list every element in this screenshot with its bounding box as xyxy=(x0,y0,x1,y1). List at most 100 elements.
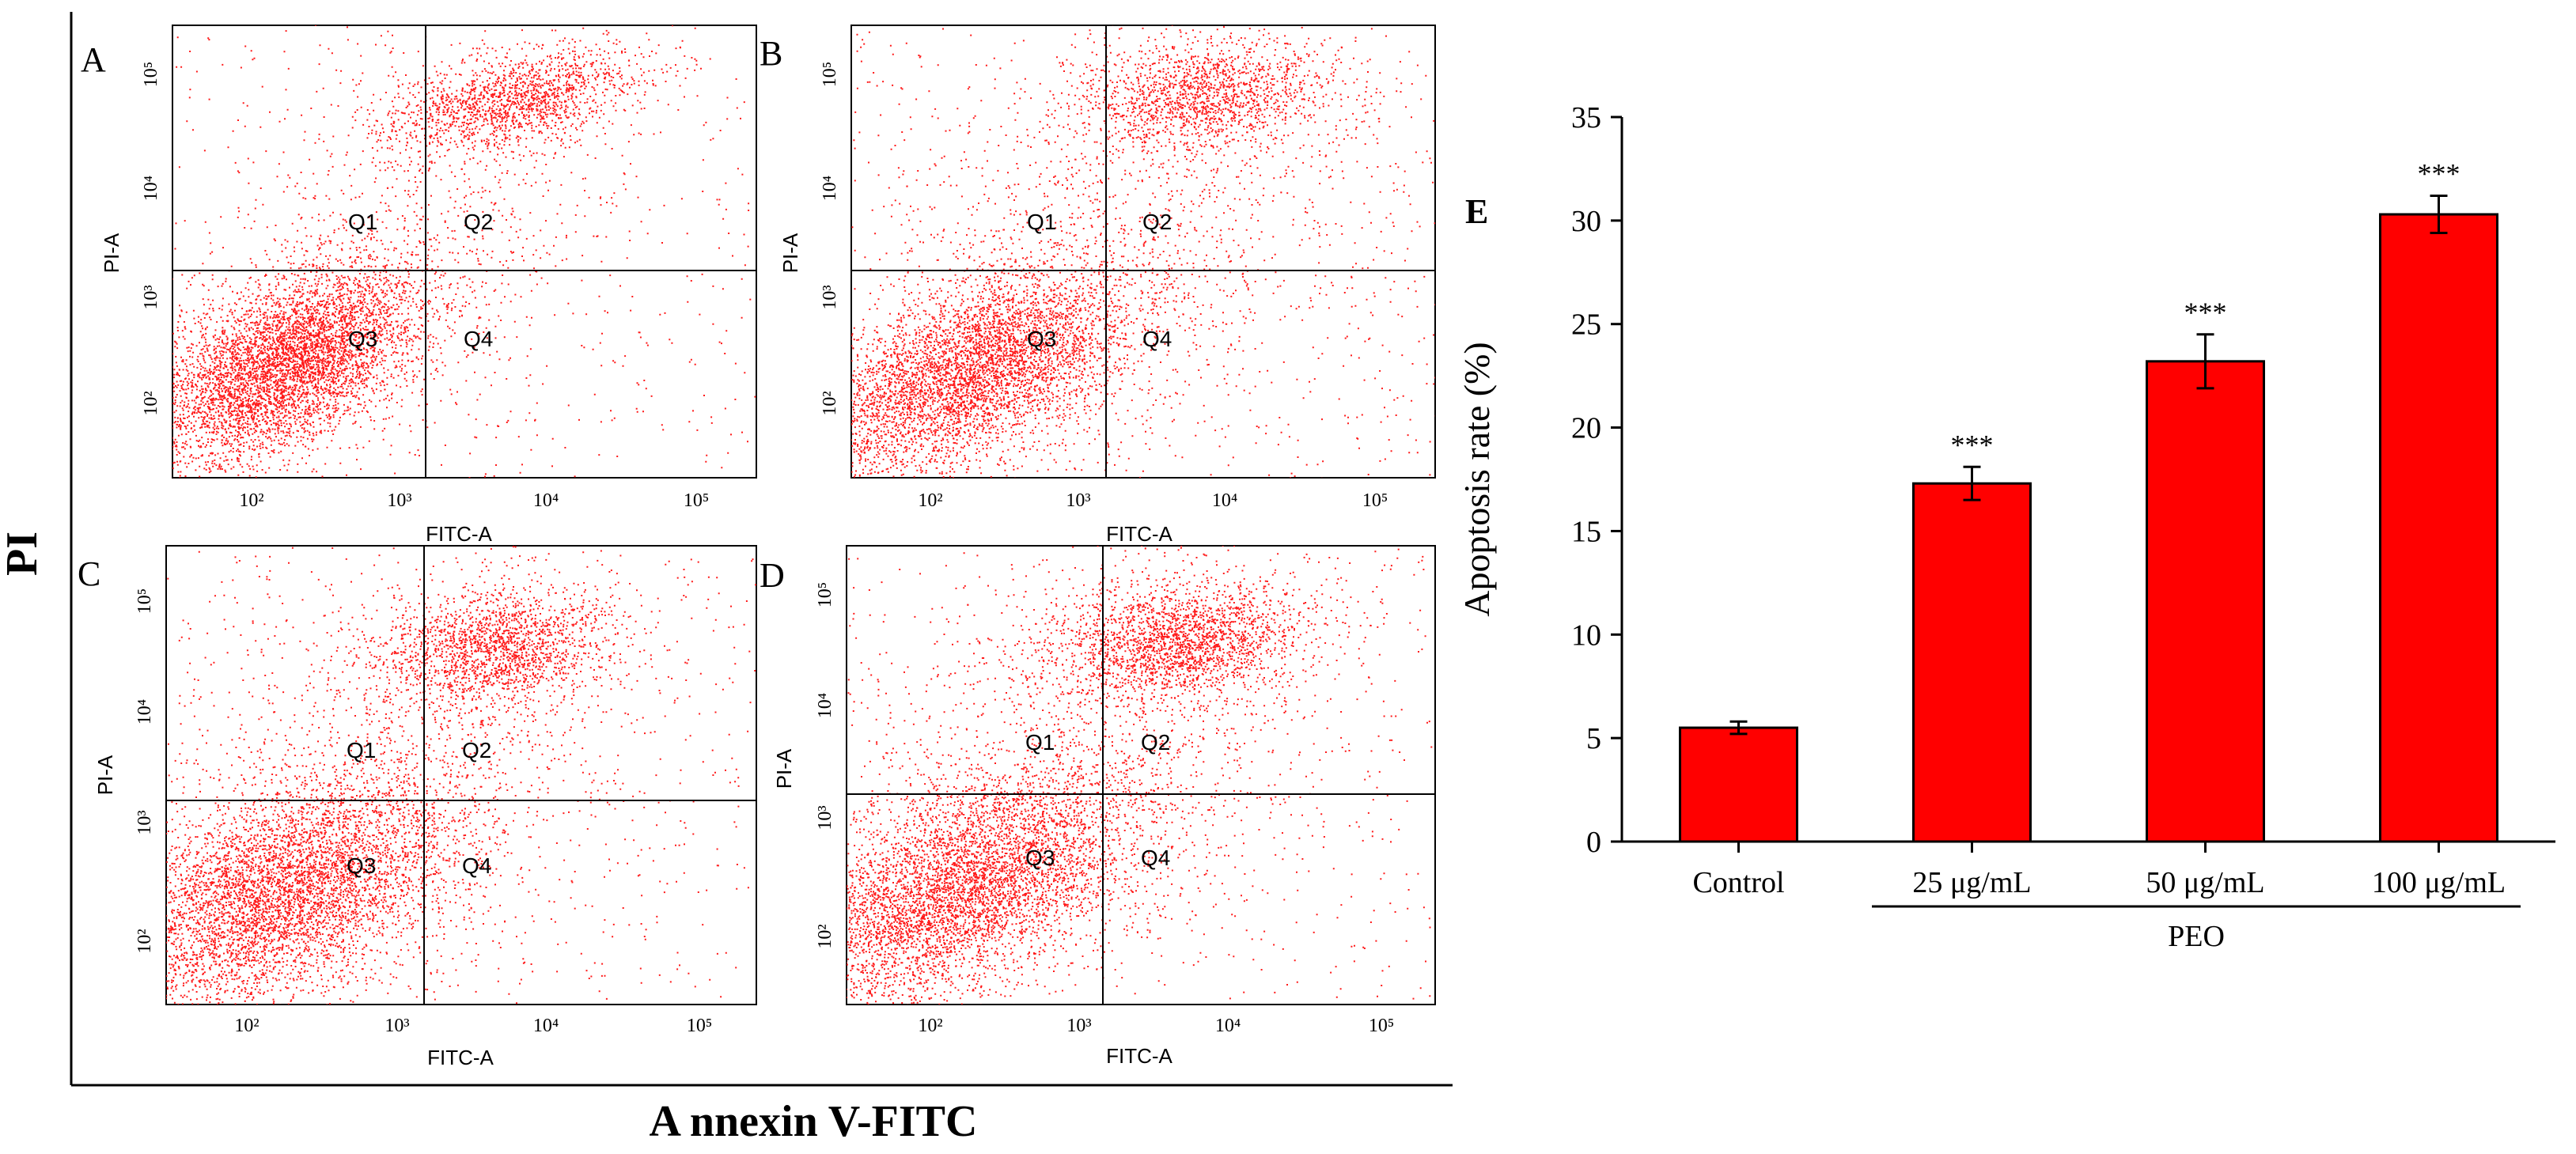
y-tick-label: 10³ xyxy=(820,285,840,309)
bar xyxy=(2146,360,2265,843)
x-tick-label: 10² xyxy=(918,490,942,511)
y-tick-label: 10³ xyxy=(815,805,835,830)
x-axis-label: FITC-A xyxy=(1106,1044,1172,1068)
flow-plot-frame xyxy=(172,25,757,479)
quadrant-label-q3: Q3 xyxy=(348,327,377,351)
quadrant-label-q3: Q3 xyxy=(347,853,376,878)
panel-letter: A xyxy=(81,40,106,79)
flow-panel-d: D Q1 Q2 Q3 Q4 FITC-A PI-A 10² 10³ 10⁴ 10… xyxy=(760,545,1436,1068)
y-axis-label: PI-A xyxy=(772,748,796,789)
y-tick-label: 0 xyxy=(1586,826,1601,859)
x-tick-label: 100 μg/mL xyxy=(2372,866,2506,899)
x-tick-label: 25 μg/mL xyxy=(1912,866,2031,899)
x-axis-label: FITC-A xyxy=(427,1046,494,1069)
quadrant-label-q1: Q1 xyxy=(347,738,376,762)
y-tick-label: 10⁴ xyxy=(141,176,161,201)
y-tick-label: 10² xyxy=(815,924,835,948)
y-axis-label: PI-A xyxy=(100,233,123,273)
y-axis-title: Apoptosis rate (%) xyxy=(1457,342,1497,616)
x-tick-label: 10⁵ xyxy=(1369,1016,1394,1036)
panel-letter: E xyxy=(1465,192,1488,231)
y-tick-label: 5 xyxy=(1586,722,1601,755)
error-bar xyxy=(2196,333,2214,390)
annexin-axis-label: A nnexin V-FITC xyxy=(650,1097,978,1146)
y-tick-label: 10⁵ xyxy=(815,582,835,607)
scatter-dots xyxy=(851,25,1435,478)
y-tick-label: 10⁴ xyxy=(820,176,840,201)
error-bar xyxy=(2430,194,2448,235)
quadrant-label-q1: Q1 xyxy=(1025,730,1055,755)
y-tick-label: 15 xyxy=(1571,515,1601,548)
x-tick-label: 10⁵ xyxy=(684,490,709,511)
x-tick-label: 10³ xyxy=(385,1016,409,1036)
panel-letter: C xyxy=(78,554,100,593)
quadrant-label-q2: Q2 xyxy=(1141,730,1170,755)
quadrant-label-q4: Q4 xyxy=(1141,846,1170,870)
quadrant-label-q4: Q4 xyxy=(1142,327,1172,351)
x-tick-label: 10³ xyxy=(387,490,411,511)
x-tick-label: 10² xyxy=(234,1016,259,1036)
y-axis-label: PI-A xyxy=(778,233,802,273)
event-cloud xyxy=(166,622,615,1005)
x-tick-label: 50 μg/mL xyxy=(2146,866,2264,899)
x-tick-label: 10⁴ xyxy=(1212,490,1237,511)
x-tick-label: 10⁴ xyxy=(533,1016,559,1036)
quadrant-label-q2: Q2 xyxy=(462,738,491,762)
error-bar xyxy=(1729,720,1748,736)
y-tick-label: 10³ xyxy=(141,285,161,309)
y-tick-label: 10² xyxy=(820,391,840,415)
error-bar xyxy=(1963,465,1981,501)
group-label: PEO xyxy=(2168,920,2225,953)
y-axis-label: PI-A xyxy=(93,755,117,795)
scatter-dots xyxy=(847,546,1433,1005)
x-tick-label: 10³ xyxy=(1066,490,1090,511)
bar xyxy=(1912,482,2032,843)
y-tick-label: 10⁵ xyxy=(134,588,155,614)
x-tick-label: 10⁴ xyxy=(1215,1016,1241,1036)
bar-chart: E Apoptosis rate (%) 0 5 10 15 20 25 30 35 *** *… xyxy=(1457,101,2555,953)
y-tick-label: 10⁵ xyxy=(141,62,161,87)
panel-letter: B xyxy=(760,34,782,73)
quadrant-label-q2: Q2 xyxy=(1142,210,1172,234)
y-tick-label: 10² xyxy=(141,391,161,415)
x-tick-label: 10⁵ xyxy=(1362,490,1388,511)
y-tick-label: 25 xyxy=(1571,308,1601,342)
quadrant-label-q3: Q3 xyxy=(1025,846,1055,870)
x-tick-label: 10⁴ xyxy=(533,490,559,511)
flow-panel-b: B Q1 Q2 Q3 Q4 FITC-A PI-A 10² 10³ 10⁴ 10… xyxy=(760,25,1436,546)
y-tick-label: 10⁵ xyxy=(820,62,840,87)
y-tick-label: 20 xyxy=(1571,412,1601,445)
scatter-dots xyxy=(166,546,756,1005)
y-tick-label: 35 xyxy=(1571,101,1601,134)
x-tick-label: 10² xyxy=(239,490,263,511)
quadrant-label-q1: Q1 xyxy=(1027,210,1056,234)
event-cloud xyxy=(851,25,1428,478)
significance-label: *** xyxy=(1951,429,1994,460)
quadrant-label-q2: Q2 xyxy=(464,210,493,234)
x-axis-label: FITC-A xyxy=(426,522,492,546)
y-tick-label: 10³ xyxy=(134,810,155,834)
flow-plot-frame xyxy=(850,25,1436,479)
y-tick-label: 10 xyxy=(1571,619,1601,652)
y-tick-label: 10⁴ xyxy=(134,699,155,725)
panel-letter: D xyxy=(760,556,785,595)
y-tick-label: 10⁴ xyxy=(815,693,835,718)
bar xyxy=(1679,726,1798,843)
quadrant-label-q3: Q3 xyxy=(1027,327,1056,351)
x-tick-label: Control xyxy=(1692,866,1784,899)
pi-axis-label: PI xyxy=(0,532,47,576)
x-tick-label: 10⁵ xyxy=(687,1016,712,1036)
flow-axes-frame xyxy=(70,12,1453,1087)
quadrant-label-q4: Q4 xyxy=(464,327,493,351)
significance-label: *** xyxy=(2418,157,2460,189)
quadrant-label-q4: Q4 xyxy=(462,853,491,878)
significance-label: *** xyxy=(2184,297,2227,328)
quadrant-label-q1: Q1 xyxy=(348,210,377,234)
flow-panel-c: C Q1 Q2 Q3 Q4 FITC-A PI-A 10² 10³ 10⁴ 10… xyxy=(78,545,757,1069)
flow-panel-a: A Q1 Q2 Q3 Q4 FITC-A PI-A 10² 10³ 10⁴ 10… xyxy=(81,25,757,546)
x-axis-label: FITC-A xyxy=(1106,522,1172,546)
y-tick-label: 10² xyxy=(134,929,155,953)
bar xyxy=(2379,213,2498,843)
x-tick-label: 10³ xyxy=(1066,1016,1091,1036)
